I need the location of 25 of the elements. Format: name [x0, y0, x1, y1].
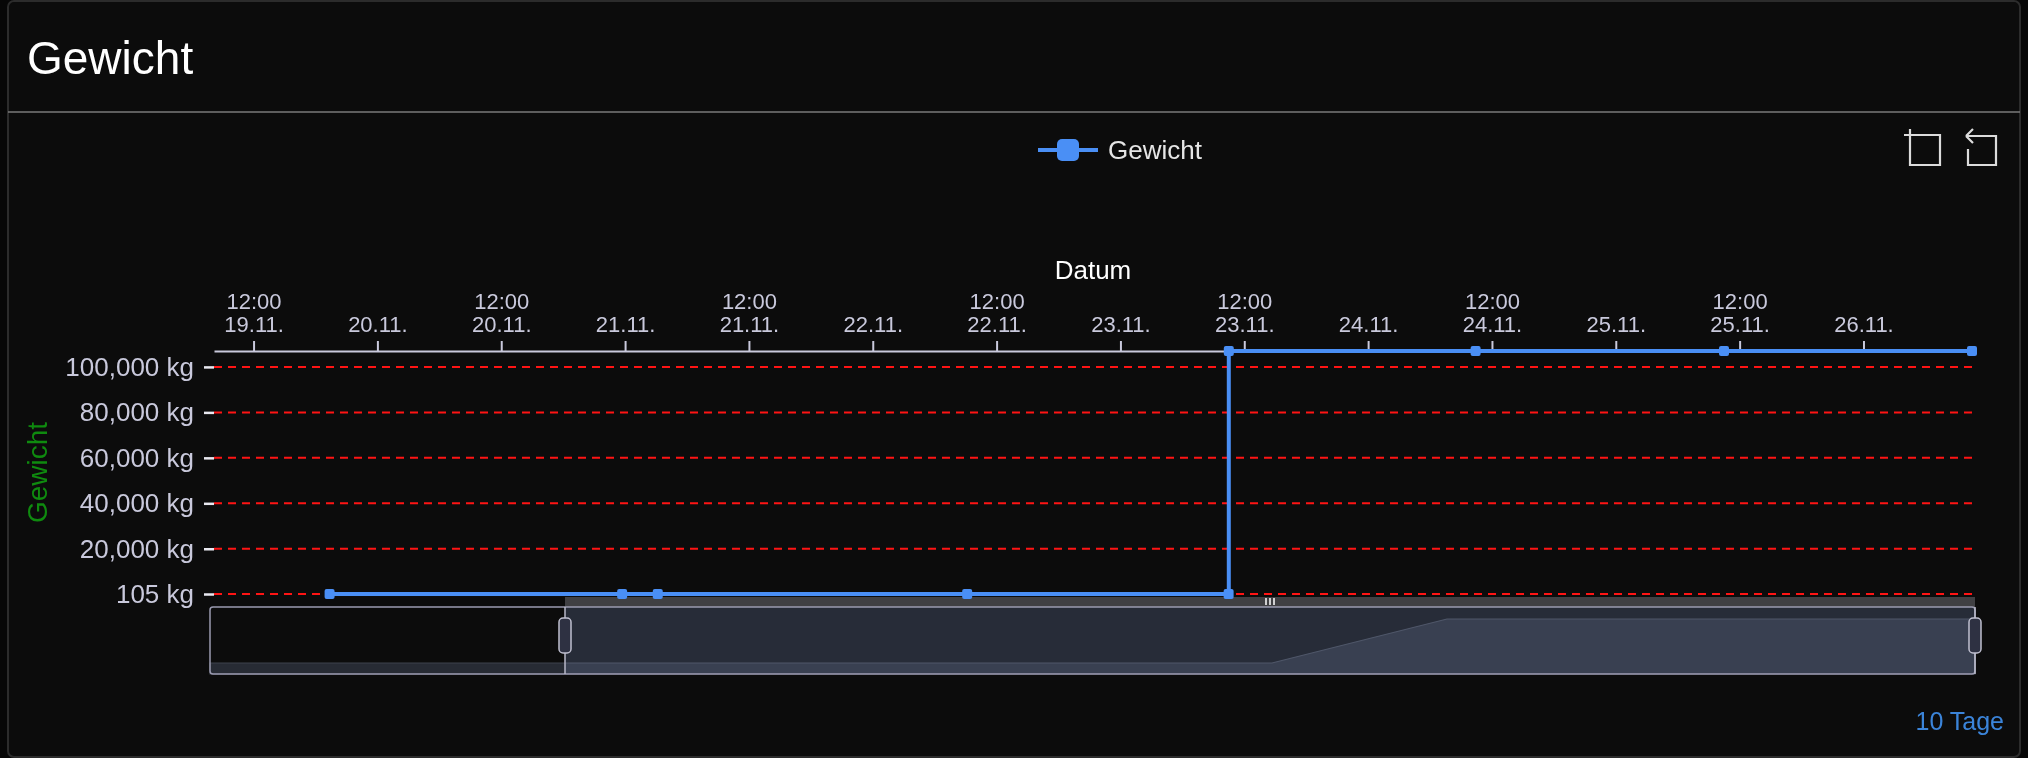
- y-tick-label: 80,000 kg: [79, 397, 194, 428]
- x-tick-label: 24.11.: [1338, 312, 1399, 337]
- x-tick-label: 12:00 22.11.: [967, 288, 1027, 337]
- x-tick-label: 25.11.: [1586, 312, 1647, 337]
- y-tick-label: 40,000 kg: [79, 488, 194, 519]
- x-tick-label: 26.11.: [1834, 312, 1894, 337]
- x-axis-title: Datum: [1054, 255, 1132, 285]
- y-tick-label: 20,000 kg: [79, 533, 194, 564]
- x-tick-label: 23.11.: [1091, 312, 1151, 337]
- x-tick-label: 12:00 21.11.: [719, 288, 780, 337]
- x-tick-label: 12:00 19.11.: [224, 288, 284, 337]
- x-tick-label: 20.11.: [348, 312, 408, 337]
- chart-title: Gewicht: [27, 32, 194, 84]
- legend-label: Gewicht: [1108, 135, 1203, 165]
- y-tick-label: 100,000 kg: [65, 351, 194, 382]
- x-tick-label: 12:00 23.11.: [1215, 288, 1275, 337]
- x-tick-label: 12:00 24.11.: [1462, 288, 1523, 337]
- x-tick-label: 22.11.: [843, 312, 904, 337]
- text: 10 Tage: [1915, 707, 2004, 735]
- y-tick-label: 105 kg: [115, 578, 194, 609]
- x-tick-label: 12:00 25.11.: [1710, 288, 1770, 337]
- y-tick-label: 60,000 kg: [79, 442, 194, 473]
- x-tick-label: 21.11.: [595, 312, 656, 337]
- y-axis-title: Gewicht: [22, 421, 53, 524]
- x-tick-label: 12:00 20.11.: [471, 288, 532, 337]
